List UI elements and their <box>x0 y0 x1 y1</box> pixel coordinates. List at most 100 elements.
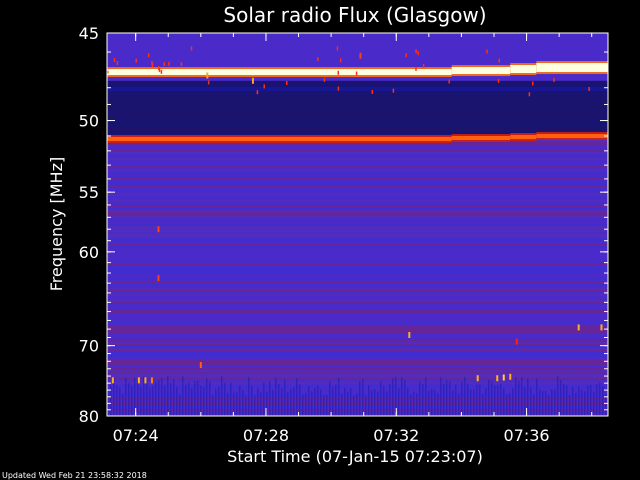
burst-speck <box>107 69 109 74</box>
bottom-striation <box>428 390 430 416</box>
bottom-striation <box>275 377 277 416</box>
burst-speck <box>157 226 160 233</box>
bottom-striation <box>401 377 403 416</box>
bottom-striation <box>473 389 475 416</box>
y-label-unit: MHz <box>47 163 66 197</box>
texture-row <box>107 236 608 238</box>
texture-row <box>107 368 608 370</box>
bottom-striation <box>479 384 481 416</box>
texture-row <box>107 378 608 380</box>
texture-row <box>107 302 608 304</box>
texture-row <box>107 166 608 168</box>
x-tick-label: 07:32 <box>373 426 419 445</box>
burst-speck <box>137 377 140 384</box>
bottom-striation <box>329 381 331 416</box>
y-label-bracket-open: [ <box>47 197 66 203</box>
chart-title: Solar radio Flux (Glasgow) <box>223 3 486 27</box>
bottom-striation <box>503 388 505 416</box>
burst-speck <box>199 362 202 369</box>
texture-row <box>107 186 608 188</box>
burst-speck <box>251 77 254 84</box>
texture-row <box>107 190 608 192</box>
bottom-striation <box>260 392 262 416</box>
bottom-striation <box>281 388 283 416</box>
burst-speck <box>111 377 114 384</box>
bottom-striation <box>155 381 157 416</box>
bottom-striation <box>212 394 214 416</box>
texture-row <box>107 164 608 166</box>
texture-row <box>107 206 608 208</box>
bottom-striation <box>461 381 463 416</box>
burst-speck <box>415 66 417 71</box>
secondary-line-segment <box>107 137 452 142</box>
burst-speck <box>448 79 450 84</box>
y-tick-label: 60 <box>79 243 99 262</box>
burst-speck <box>532 81 534 86</box>
bottom-striation <box>392 378 394 416</box>
bottom-striation <box>287 392 289 416</box>
bottom-striation <box>602 386 604 416</box>
bottom-striation <box>116 385 118 416</box>
bottom-striation <box>137 382 139 416</box>
y-tick-label: 70 <box>79 337 99 356</box>
bottom-striation <box>164 385 166 416</box>
burst-speck <box>422 64 425 69</box>
burst-speck <box>359 52 362 59</box>
texture-row <box>107 328 608 330</box>
burst-speck <box>263 84 266 89</box>
bottom-striation <box>278 384 280 416</box>
bottom-striation <box>152 386 154 416</box>
bottom-striation <box>167 376 169 416</box>
bottom-striation <box>347 391 349 416</box>
texture-row <box>107 240 608 242</box>
bottom-striation <box>332 386 334 416</box>
bottom-striation <box>494 385 496 416</box>
texture-row <box>107 234 608 236</box>
bottom-striation <box>548 394 550 416</box>
texture-row <box>107 332 608 334</box>
bottom-striation <box>293 387 295 416</box>
texture-row <box>107 282 608 284</box>
burst-speck <box>371 90 374 95</box>
burst-speck <box>528 92 531 97</box>
bottom-striation <box>326 394 328 416</box>
bottom-striation <box>395 377 397 416</box>
bottom-striation <box>362 378 364 416</box>
texture-row <box>107 210 608 212</box>
texture-row <box>107 158 608 160</box>
bottom-striation <box>236 391 238 416</box>
burst-speck <box>553 77 555 82</box>
burst-speck <box>256 90 259 95</box>
burst-speck <box>336 46 339 51</box>
texture-row <box>107 288 608 290</box>
texture-row <box>107 170 608 172</box>
burst-speck <box>286 80 288 85</box>
texture-row <box>107 322 608 324</box>
bottom-striation <box>578 386 580 416</box>
bottom-striation <box>497 385 499 416</box>
burst-speck <box>116 61 119 66</box>
burst-speck <box>157 275 160 282</box>
bottom-striation <box>146 378 148 416</box>
texture-row <box>107 152 608 154</box>
texture-row <box>107 330 608 332</box>
texture-row <box>107 372 608 374</box>
bottom-striation <box>359 381 361 416</box>
bottom-striation <box>131 386 133 416</box>
bottom-striation <box>506 394 508 416</box>
texture-row <box>107 360 608 362</box>
bottom-striation <box>389 383 391 416</box>
bottom-striation <box>308 386 310 416</box>
burst-speck <box>158 67 161 72</box>
bottom-striation <box>107 388 109 416</box>
bottom-striation <box>413 391 415 416</box>
burst-speck <box>150 377 153 384</box>
y-axis: 45 50 55 60 70 80 <box>79 24 608 426</box>
footer-updated: Updated Wed Feb 21 23:58:32 2018 <box>2 471 147 480</box>
y-label-bracket-close: ] <box>47 157 66 163</box>
texture-row <box>107 346 608 348</box>
bottom-striation <box>524 387 526 416</box>
bottom-striation <box>185 384 187 416</box>
bottom-striation <box>263 382 265 416</box>
texture-row <box>107 290 608 292</box>
